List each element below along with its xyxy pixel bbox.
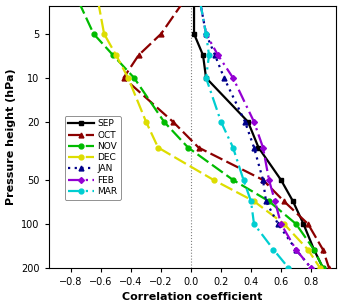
SEP xyxy=(192,32,196,36)
OCT xyxy=(159,32,163,36)
JAN xyxy=(198,0,202,3)
Y-axis label: Pressure height (hPa): Pressure height (hPa) xyxy=(5,68,15,205)
SEP xyxy=(201,53,205,57)
DEC xyxy=(144,120,148,124)
DEC xyxy=(156,146,160,149)
MAR xyxy=(204,32,208,36)
MAR xyxy=(207,53,211,57)
FEB xyxy=(198,0,202,3)
FEB xyxy=(216,53,220,57)
MAR xyxy=(198,0,202,3)
Line: SEP: SEP xyxy=(192,0,325,270)
JAN xyxy=(276,222,280,226)
JAN xyxy=(261,178,265,182)
NOV xyxy=(321,266,325,270)
SEP xyxy=(301,222,305,226)
OCT xyxy=(136,53,141,57)
MAR xyxy=(249,199,253,203)
OCT xyxy=(171,120,175,124)
SEP xyxy=(291,199,295,203)
JAN xyxy=(204,32,208,36)
NOV xyxy=(111,53,115,57)
OCT xyxy=(327,266,331,270)
SEP xyxy=(256,146,261,149)
JAN xyxy=(213,53,217,57)
MAR xyxy=(252,222,256,226)
X-axis label: Correlation coefficient: Correlation coefficient xyxy=(122,292,263,302)
SEP xyxy=(204,76,208,80)
SEP xyxy=(321,266,325,270)
MAR xyxy=(231,146,235,149)
NOV xyxy=(231,178,235,182)
FEB xyxy=(267,178,271,182)
MAR xyxy=(219,120,223,124)
DEC xyxy=(282,222,286,226)
OCT xyxy=(321,248,325,251)
MAR xyxy=(272,248,276,251)
MAR xyxy=(204,76,208,80)
DEC xyxy=(102,32,106,36)
JAN xyxy=(309,266,313,270)
OCT xyxy=(306,222,310,226)
FEB xyxy=(231,76,235,80)
Line: JAN: JAN xyxy=(198,0,313,270)
DEC xyxy=(306,248,310,251)
NOV xyxy=(92,32,96,36)
SEP xyxy=(192,0,196,3)
Line: NOV: NOV xyxy=(76,0,325,270)
NOV xyxy=(312,248,316,251)
FEB xyxy=(261,146,265,149)
NOV xyxy=(132,76,136,80)
Legend: SEP, OCT, NOV, DEC, JAN, FEB, MAR: SEP, OCT, NOV, DEC, JAN, FEB, MAR xyxy=(65,116,121,200)
NOV xyxy=(267,199,271,203)
FEB xyxy=(309,266,313,270)
JAN xyxy=(222,76,226,80)
DEC xyxy=(252,199,256,203)
Line: OCT: OCT xyxy=(121,0,331,270)
FEB xyxy=(294,248,298,251)
JAN xyxy=(252,146,256,149)
OCT xyxy=(282,199,286,203)
OCT xyxy=(197,146,201,149)
NOV xyxy=(162,120,166,124)
FEB xyxy=(252,120,256,124)
OCT xyxy=(121,76,126,80)
Line: MAR: MAR xyxy=(198,0,291,270)
JAN xyxy=(264,199,268,203)
NOV xyxy=(186,146,190,149)
Line: DEC: DEC xyxy=(96,0,323,270)
DEC xyxy=(318,266,322,270)
Line: FEB: FEB xyxy=(198,0,313,270)
MAR xyxy=(286,266,290,270)
FEB xyxy=(204,32,208,36)
NOV xyxy=(77,0,81,3)
FEB xyxy=(273,199,277,203)
DEC xyxy=(126,76,130,80)
DEC xyxy=(96,0,100,3)
NOV xyxy=(294,222,298,226)
JAN xyxy=(243,120,247,124)
SEP xyxy=(279,178,283,182)
JAN xyxy=(294,248,298,251)
DEC xyxy=(211,178,215,182)
SEP xyxy=(246,120,250,124)
OCT xyxy=(261,178,265,182)
DEC xyxy=(114,53,118,57)
MAR xyxy=(241,178,246,182)
SEP xyxy=(312,248,316,251)
OCT xyxy=(182,0,186,3)
FEB xyxy=(279,222,283,226)
